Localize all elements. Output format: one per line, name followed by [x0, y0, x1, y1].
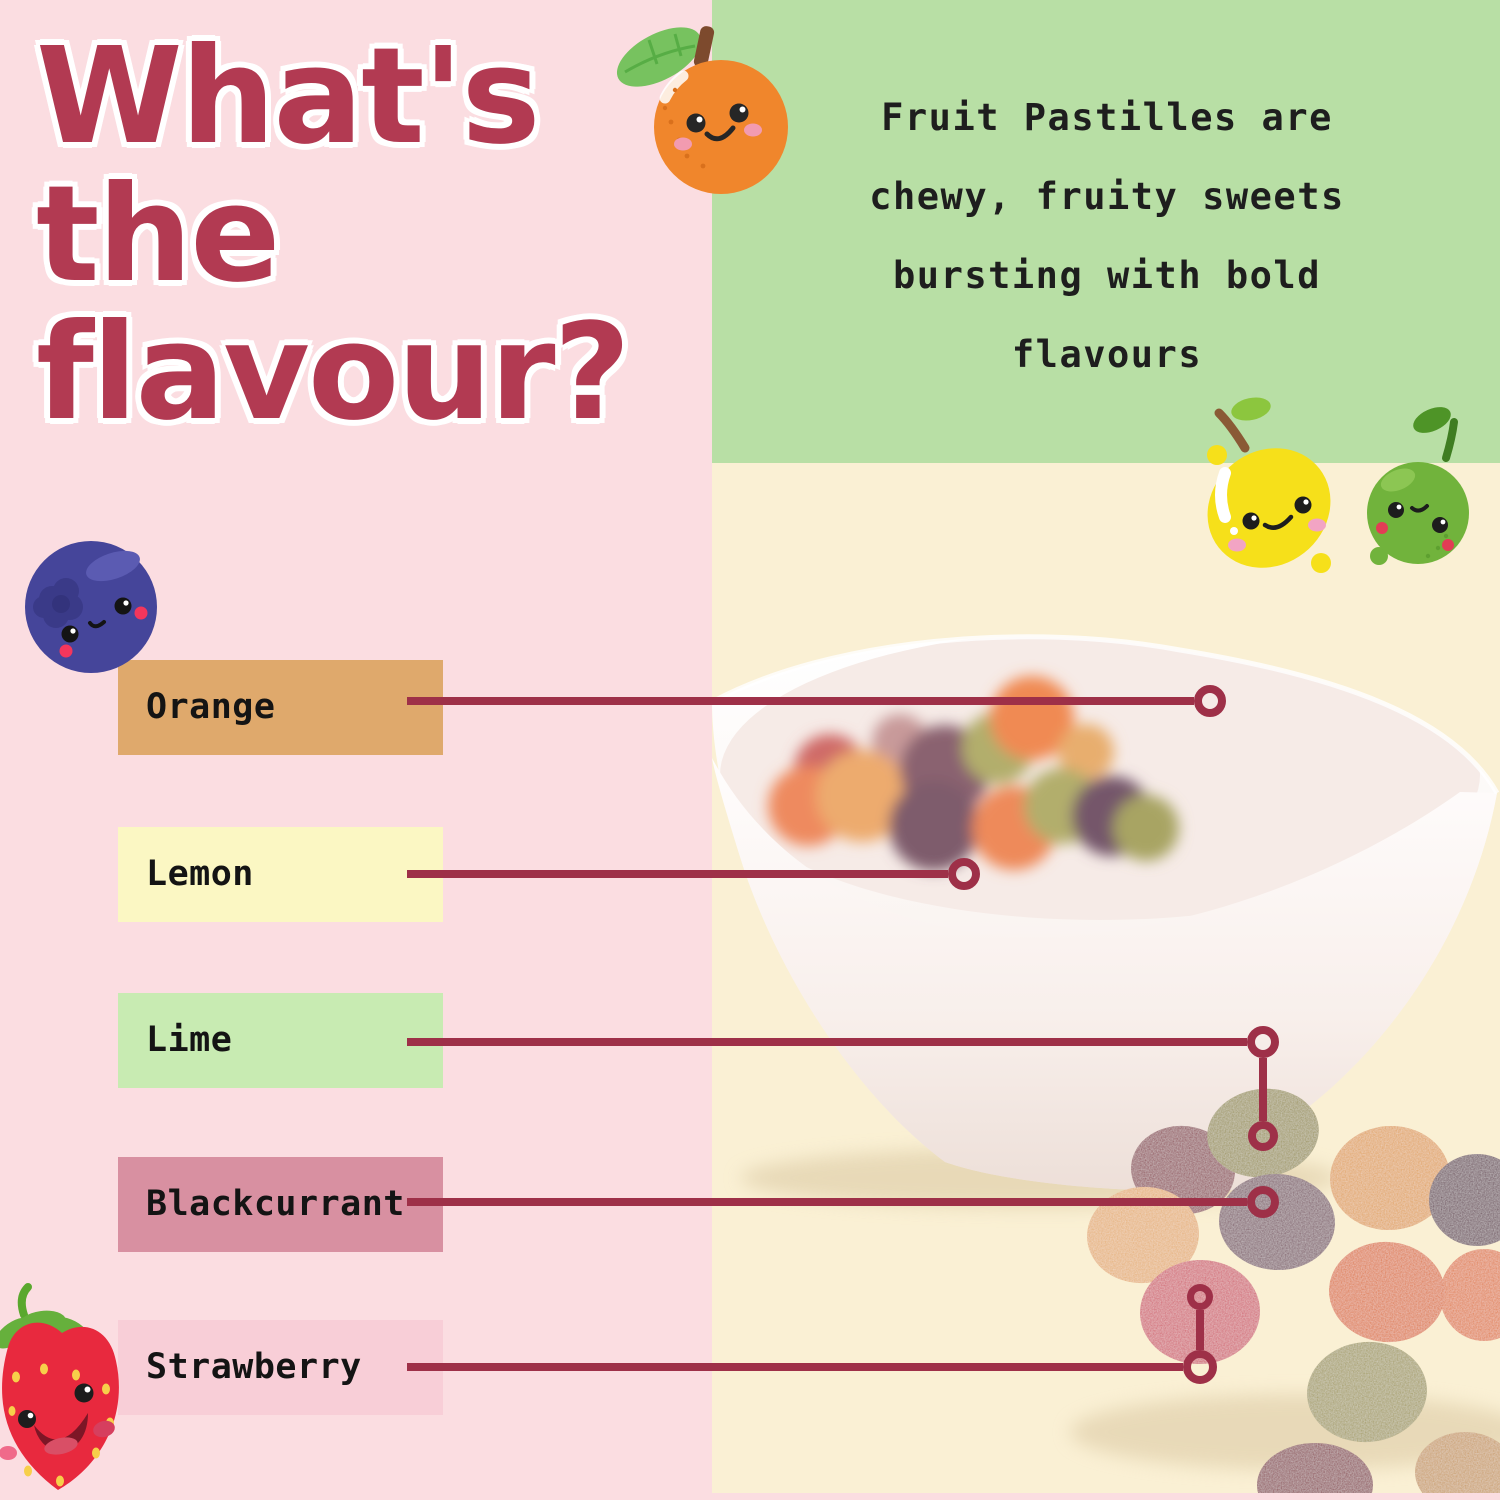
connector-strawberry-vertical-line — [1196, 1310, 1204, 1350]
connector-strawberry-ring — [1183, 1350, 1217, 1384]
connector-blackcurrant-line — [407, 1198, 1247, 1206]
connector-blackcurrant-ring — [1247, 1186, 1279, 1218]
flavour-box-lemon: Lemon — [118, 827, 443, 922]
description-line: Fruit Pastilles are — [881, 96, 1333, 139]
connector-strawberry-top-ring — [1187, 1284, 1213, 1310]
flavour-label-lemon: Lemon — [146, 854, 254, 894]
flavour-box-lime: Lime — [118, 993, 443, 1088]
lemon-icon — [1207, 397, 1331, 573]
connector-lemon-line — [407, 870, 948, 878]
description-text: Fruit Pastilles are chewy, fruity sweets… — [762, 78, 1452, 394]
description-line: flavours — [1011, 333, 1203, 376]
description-line: chewy, fruity sweets — [869, 175, 1345, 218]
title-line-1: What's — [36, 20, 541, 174]
connector-lemon-ring — [948, 858, 980, 890]
pastilles-photo — [712, 634, 1500, 1493]
page-title: What's the flavour? — [36, 20, 631, 450]
title-line-3: flavour? — [36, 296, 631, 450]
connector-lime-vertical-line — [1259, 1058, 1267, 1121]
green-panel — [712, 0, 1500, 463]
blueberry-icon — [25, 541, 157, 673]
flavour-box-strawberry: Strawberry — [118, 1320, 443, 1415]
connector-lime-line — [407, 1038, 1247, 1046]
flavour-label-blackcurrant: Blackcurrant — [146, 1184, 405, 1224]
flavour-label-strawberry: Strawberry — [146, 1347, 362, 1387]
lime-icon — [1367, 407, 1469, 565]
connector-lime-end-ring — [1248, 1121, 1278, 1151]
title-line-2: the — [36, 158, 280, 312]
connector-strawberry-line — [407, 1363, 1183, 1371]
connector-orange-ring — [1194, 685, 1226, 717]
orange-icon — [616, 26, 788, 194]
flavour-label-orange: Orange — [146, 687, 276, 727]
flavour-box-blackcurrant: Blackcurrant — [118, 1157, 443, 1252]
connector-lime-elbow-ring — [1247, 1026, 1279, 1058]
description-line: bursting with bold — [893, 254, 1321, 297]
flavour-label-lime: Lime — [146, 1020, 233, 1060]
flavour-box-orange: Orange — [118, 660, 443, 755]
strawberry-icon — [0, 1283, 119, 1490]
connector-orange-line — [407, 697, 1194, 705]
